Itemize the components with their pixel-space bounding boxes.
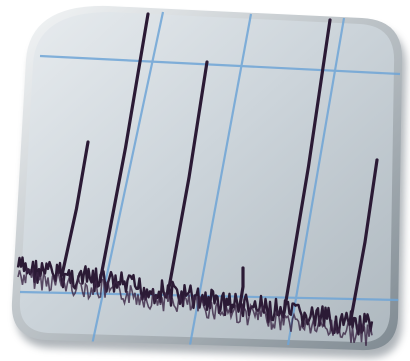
spectrum-peak — [348, 158, 379, 326]
spectrum-peak — [238, 266, 245, 307]
spectrum-baseline-noise — [17, 267, 373, 346]
grid-line-horizontal — [39, 54, 401, 76]
grid-line-vertical — [286, 17, 346, 346]
spectrum-peak — [282, 18, 332, 315]
spectrum-peak — [60, 140, 90, 277]
tile-face — [19, 12, 395, 343]
spectrum-peak — [166, 60, 209, 295]
spectrum-peaks — [60, 12, 379, 326]
grid-line-vertical — [188, 13, 253, 346]
spectrum-peak — [98, 12, 150, 284]
